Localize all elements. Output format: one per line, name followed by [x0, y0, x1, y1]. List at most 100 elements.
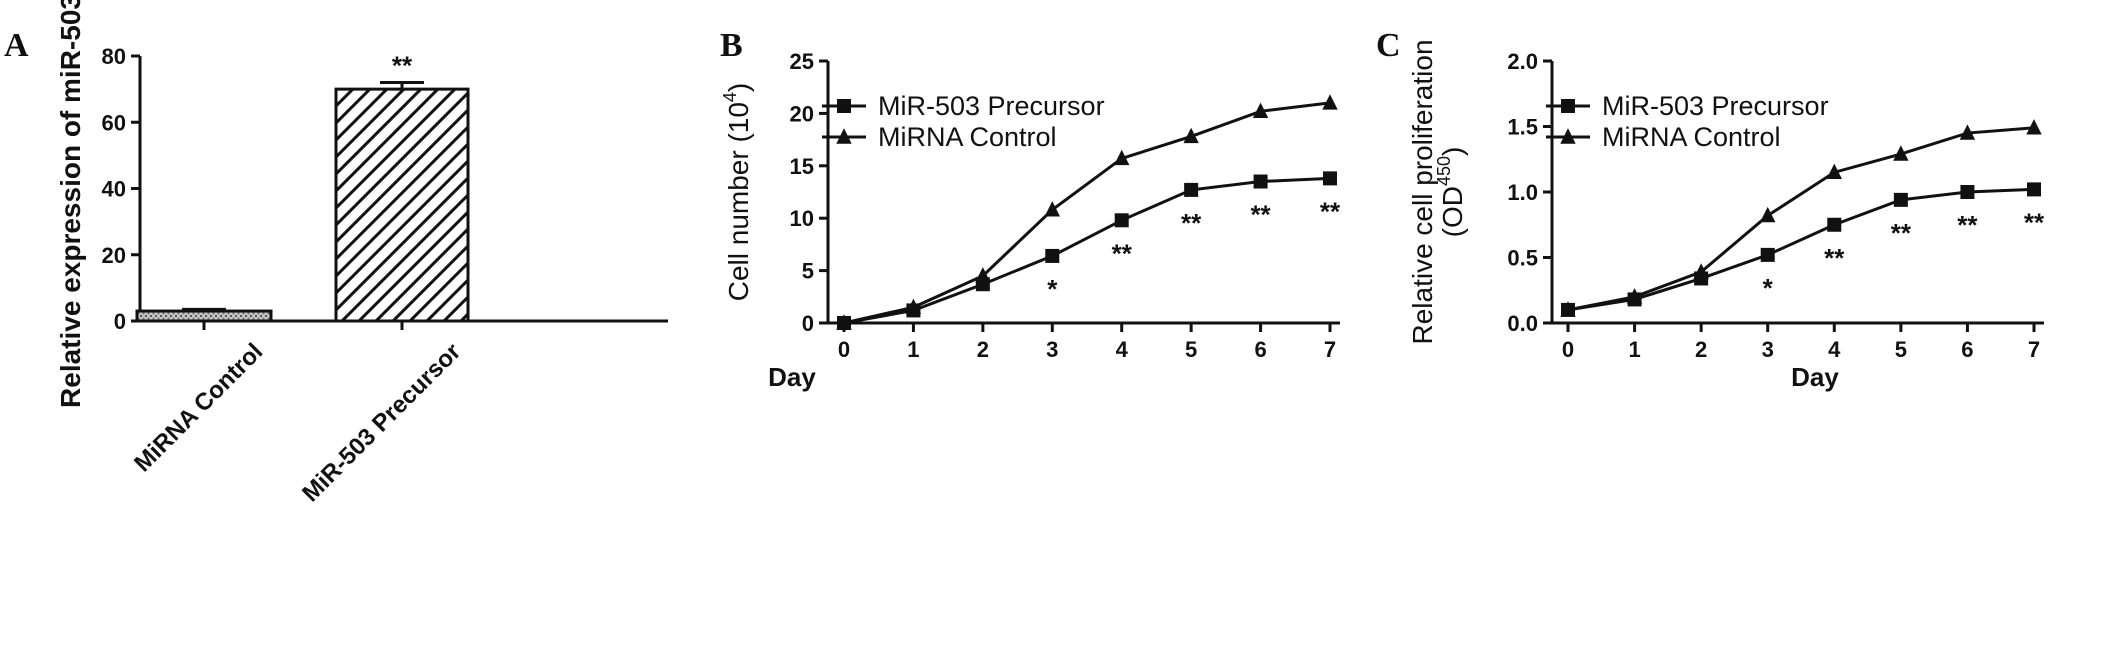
panel-b-significance-label: * — [1047, 274, 1058, 304]
panel-b-x-tick-label: 4 — [1116, 337, 1129, 362]
panel-c-legend-marker-square — [1561, 99, 1575, 113]
panel-b-x-tick-label: 6 — [1254, 337, 1266, 362]
panel-c-x-tick-label: 0 — [1562, 337, 1574, 362]
panel-c-series-line-square — [1567, 187, 2035, 312]
panel-b-y-axis-label: Cell number (104) — [720, 83, 754, 302]
panel-c-data-point-square — [1827, 217, 1842, 232]
panel-b-y-axis-label-main: Cell number (10 — [723, 102, 754, 301]
panel-c-significance-label: ** — [1891, 218, 1912, 248]
panel-b-x-tick-label: 5 — [1185, 337, 1197, 362]
panel-c-y-axis-label-line1: Relative cell proliferation — [1407, 39, 1438, 344]
panel-a-y-axis-label: Relative expression of miR-503 — [55, 0, 86, 408]
panel-c-plot: 0.0 0.5 1.0 1.5 2.0 0 1 2 3 4 5 6 7 MiR-503 Precursor… — [1507, 49, 2045, 362]
panel-c-data-point-square — [2027, 182, 2041, 197]
panel-c-y-tick-label: 0.0 — [1507, 311, 1538, 336]
panel-b-significance-label: ** — [1112, 238, 1133, 268]
panel-a-y-tick-label: 20 — [102, 243, 126, 268]
panel-b-x-tick-label: 7 — [1324, 337, 1336, 362]
panel-a-bar — [135, 309, 273, 323]
panel-c-y-axis-label-line2-main: (OD — [1437, 186, 1468, 237]
panel-b-data-point-triangle — [1044, 201, 1060, 217]
panel-c-data-point-triangle — [1560, 301, 1576, 317]
panel-b-y-tick-label: 15 — [790, 154, 814, 179]
panel-c-y-tick-label: 1.5 — [1507, 115, 1538, 140]
panel-b-y-axis-label-tail: ) — [723, 83, 754, 92]
panel-c-legend-label: MiR-503 Precursor — [1602, 91, 1829, 121]
panel-c-y-axis-label-line2-tail: ) — [1437, 147, 1468, 156]
panel-c-significance-label: ** — [1957, 210, 1978, 240]
panel-b-data-point-triangle — [1183, 127, 1199, 144]
panel-c-data-point-triangle — [1893, 145, 1909, 161]
panel-a-y-tick-label: 60 — [102, 110, 126, 135]
panel-b-data-point-triangle — [1252, 102, 1269, 119]
panel-c-letter: C — [1376, 27, 1401, 64]
panel-b-letter: B — [720, 27, 743, 64]
panel-b-x-tick-label: 0 — [838, 337, 850, 362]
panel-c-data-point-triangle — [1826, 163, 1842, 180]
panel-b-data-point-triangle — [836, 314, 852, 330]
panel-c-x-tick-label: 1 — [1628, 337, 1640, 362]
panel-c-x-axis-label: Day — [1791, 362, 1839, 392]
panel-c-series-line-triangle — [1567, 126, 2035, 312]
panel-b-y-tick-label: 25 — [790, 49, 814, 74]
panel-c-data-point-triangle — [1959, 124, 1976, 140]
panel-b-y-axis-label-sup: 4 — [720, 92, 740, 102]
panel-b-x-tick-label: 3 — [1046, 337, 1058, 362]
panel-a-y-tick-label: 40 — [102, 177, 126, 202]
panel-c-data-point-triangle — [1626, 288, 1643, 304]
panel-b-series-line-square — [843, 176, 1331, 325]
panel-b-y-tick-label: 10 — [790, 206, 814, 231]
panel-a-significance-label: ** — [392, 51, 413, 81]
panel-b-y-tick-label: 20 — [790, 101, 814, 126]
panel-b-significance-label: ** — [1320, 196, 1341, 226]
panel-b-data-point-triangle — [1322, 94, 1338, 110]
panel-b-data-point-triangle — [905, 298, 922, 314]
panel-b-y-tick-label: 0 — [802, 311, 814, 336]
panel-b-legend-marker-triangle — [836, 128, 852, 144]
panel-c-significance-label: ** — [2024, 207, 2045, 237]
panel-c-legend-marker-triangle — [1560, 128, 1576, 144]
panel-b-x-tick-label: 1 — [907, 337, 919, 362]
panel-a-bar-chart: A Relative expression of miR-503 0 20 40 60… — [4, 0, 668, 507]
panel-b-data-point-square — [1114, 213, 1129, 228]
panel-c-x-tick-label: 3 — [1762, 337, 1774, 362]
panel-c-x-tick-label: 5 — [1895, 337, 1907, 362]
panel-b-data-point-square — [1045, 248, 1060, 263]
panel-c-y-tick-label: 0.5 — [1507, 246, 1538, 271]
panel-a-bars — [135, 81, 470, 323]
panel-a-category-label: MiR-503 Precursor — [297, 338, 466, 507]
panel-c-x-tick-label: 2 — [1695, 337, 1707, 362]
panel-b-significance-label: ** — [1181, 208, 1202, 238]
panel-c-y-tick-label: 2.0 — [1507, 49, 1538, 74]
panel-c-y-tick-label: 1.0 — [1507, 180, 1538, 205]
panel-c-y-axis-label-line2: (OD450) — [1434, 147, 1468, 238]
panel-b-legend-label: MiR-503 Precursor — [878, 91, 1105, 121]
panel-a-y-tick-label: 0 — [114, 309, 126, 334]
panel-b-data-point-square — [1253, 174, 1268, 189]
panel-b-significance-label: ** — [1250, 200, 1271, 230]
panel-b-legend-marker-square — [837, 99, 851, 113]
panel-b-x-tick-label: 2 — [977, 337, 989, 362]
panel-c-significance-label: ** — [1824, 243, 1845, 273]
panel-c-data-point-square — [1893, 192, 1908, 207]
panel-b-y-tick-label: 5 — [802, 259, 814, 284]
panel-b-legend-label: MiRNA Control — [878, 122, 1057, 152]
panel-c-x-tick-label: 7 — [2028, 337, 2040, 362]
panel-a-bar — [334, 87, 470, 323]
panel-b-plot: 0 5 10 15 20 25 0 1 2 3 4 5 6 7 MiR-503 PrecursorMiRNA… — [790, 49, 1341, 362]
panel-b-data-point-square — [1184, 182, 1199, 197]
panel-c-legend-label: MiRNA Control — [1602, 122, 1781, 152]
panel-b-x-axis-label: Day — [768, 362, 816, 392]
panel-a-category-label: MiRNA Control — [129, 338, 268, 477]
panel-a-letter: A — [4, 27, 29, 64]
panel-c-x-tick-label: 6 — [1961, 337, 1973, 362]
panel-c-significance-label: * — [1763, 273, 1774, 303]
panel-b-data-point-square — [1323, 171, 1337, 186]
panel-c-data-point-triangle — [1693, 263, 1709, 279]
panel-a-y-tick-label: 80 — [102, 44, 126, 69]
panel-c-x-tick-label: 4 — [1828, 337, 1841, 362]
panel-b-series-line-triangle — [843, 101, 1331, 325]
panel-b-data-point-triangle — [975, 267, 991, 283]
